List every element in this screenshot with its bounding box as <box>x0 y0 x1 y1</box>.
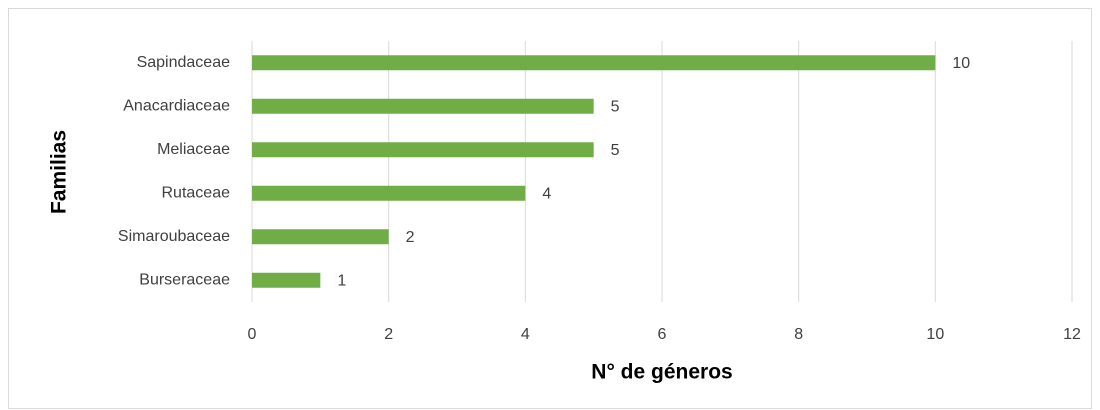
x-tick-label: 6 <box>658 326 667 343</box>
bar <box>252 55 936 71</box>
bar <box>252 142 594 158</box>
y-tick-label: Sapindaceae <box>137 54 231 71</box>
chart-frame <box>8 8 1092 409</box>
bar <box>252 229 389 245</box>
x-tick-label: 10 <box>926 326 944 343</box>
bar <box>252 185 526 201</box>
x-axis-title: N° de géneros <box>591 361 732 384</box>
x-tick-label: 2 <box>384 326 393 343</box>
data-label: 5 <box>611 98 620 115</box>
data-label: 5 <box>611 142 620 159</box>
y-tick-label: Burseraceae <box>139 271 230 288</box>
x-tick-label: 0 <box>248 326 257 343</box>
y-tick-label: Rutaceae <box>162 184 231 201</box>
y-axis-title: Familias <box>48 130 71 214</box>
y-tick-label: Meliaceae <box>157 141 230 158</box>
bar <box>252 98 594 114</box>
x-tick-label: 4 <box>521 326 530 343</box>
data-label: 4 <box>542 185 551 202</box>
x-tick-label: 8 <box>794 326 803 343</box>
bar <box>252 272 321 288</box>
data-label: 10 <box>952 55 970 72</box>
data-label: 2 <box>406 229 415 246</box>
x-tick-label: 12 <box>1063 326 1081 343</box>
data-label: 1 <box>337 272 346 289</box>
y-tick-label: Simaroubaceae <box>118 228 230 245</box>
y-tick-label: Anacardiaceae <box>123 97 230 114</box>
